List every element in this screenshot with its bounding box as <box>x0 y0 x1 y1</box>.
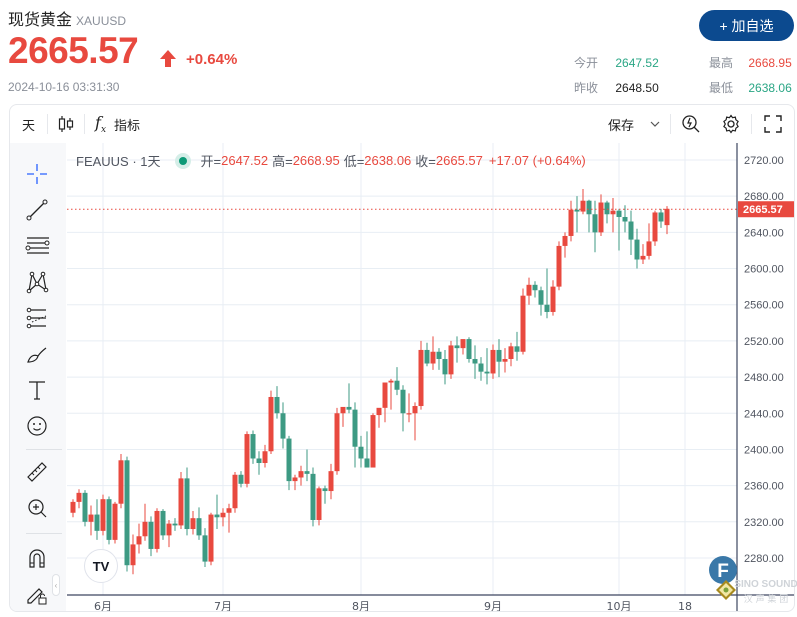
legend-symbol: FEAUUS · 1天 <box>76 154 161 169</box>
svg-text:2440.00: 2440.00 <box>744 408 784 420</box>
svg-text:2665.57: 2665.57 <box>743 204 783 216</box>
crosshair-tool[interactable] <box>24 161 50 187</box>
fib-tool[interactable] <box>24 305 50 331</box>
svg-text:2680.00: 2680.00 <box>744 191 784 203</box>
instrument-title: 现货黄金 XAUUSD <box>8 6 126 30</box>
svg-text:2520.00: 2520.00 <box>744 336 784 348</box>
toolbar-divider <box>26 449 62 450</box>
legend-open: 2647.52 <box>221 153 269 168</box>
svg-text:F: F <box>717 561 729 582</box>
svg-text:2280.00: 2280.00 <box>744 553 784 565</box>
magnet-tool[interactable] <box>24 545 50 571</box>
text-tool[interactable] <box>24 377 50 403</box>
smiley-icon <box>27 416 47 436</box>
svg-text:2400.00: 2400.00 <box>744 444 784 456</box>
instrument-symbol: XAUUSD <box>76 14 127 28</box>
svg-text:2720.00: 2720.00 <box>744 155 784 167</box>
chart-toolbar: 天 fx 指标 保存 <box>10 105 794 143</box>
gear-icon <box>723 114 739 134</box>
measure-tool[interactable] <box>24 459 50 485</box>
chart-panel: 天 fx 指标 保存 <box>9 104 795 612</box>
pattern-tool[interactable] <box>24 269 50 295</box>
brush-tool[interactable] <box>24 341 50 367</box>
svg-text:2560.00: 2560.00 <box>744 300 784 312</box>
stat-prev-close: 昨收 2648.50 <box>574 81 659 95</box>
tradingview-logo[interactable]: TV <box>84 549 118 583</box>
svg-text:8月: 8月 <box>352 600 370 612</box>
fibonacci-icon <box>26 307 47 329</box>
sino-sound-watermark: F SINO SOUND 汉 声 集 团 <box>700 556 797 612</box>
zoom-tool[interactable] <box>24 495 50 521</box>
chart-legend: FEAUUS · 1天 开= 2647.52 高= 2668.95 低= 2638.0… <box>76 152 586 169</box>
svg-text:2320.00: 2320.00 <box>744 517 784 529</box>
stat-high: 最高 2668.95 <box>709 56 792 70</box>
save-dropdown[interactable] <box>650 105 670 143</box>
fx-icon: fx <box>95 112 107 136</box>
change-percent: +0.64% <box>186 51 238 68</box>
legend-close: 2665.57 <box>435 153 483 168</box>
svg-text:9月: 9月 <box>484 600 502 612</box>
instrument-name: 现货黄金 <box>8 12 73 29</box>
legend-high: 2668.95 <box>292 153 340 168</box>
settings-button[interactable] <box>711 105 751 143</box>
legend-low: 2638.06 <box>364 153 412 168</box>
fullscreen-icon <box>764 115 782 133</box>
pencil-lock-icon <box>27 588 47 605</box>
svg-text:10月: 10月 <box>607 600 632 612</box>
add-to-watchlist-button[interactable]: + 加自选 <box>699 10 794 41</box>
ruler-icon <box>27 462 47 482</box>
svg-text:SINO SOUND: SINO SOUND <box>734 579 797 590</box>
quote-header: 现货黄金 XAUUSD 2665.57 +0.64% 2024-10-16 03:… <box>0 0 797 100</box>
interval-selector[interactable]: 天 <box>22 117 36 133</box>
indicators-label: 指标 <box>114 117 141 133</box>
toolbar-divider <box>670 114 671 134</box>
crosshair-icon <box>27 164 47 184</box>
parallel-lines-tool[interactable] <box>24 233 50 259</box>
lock-drawings-tool[interactable] <box>24 581 50 607</box>
svg-text:18: 18 <box>678 600 692 612</box>
stat-open: 今开 2647.52 <box>574 56 659 70</box>
svg-text:2640.00: 2640.00 <box>744 227 784 239</box>
last-price: 2665.57 <box>8 30 139 71</box>
fullscreen-button[interactable] <box>752 105 794 143</box>
emoji-tool[interactable] <box>24 413 50 439</box>
price-chart[interactable]: 2720.00 2680.00 2640.00 2600.00 2560.00 2520.… <box>67 143 795 612</box>
toolbar-divider <box>84 114 86 134</box>
save-button[interactable]: 保存 <box>607 117 634 133</box>
quick-search-icon <box>682 115 700 133</box>
quick-search-button[interactable] <box>671 105 711 143</box>
legend-change: +17.07 (+0.64%) <box>488 153 586 168</box>
drawing-toolbar <box>10 143 66 611</box>
brush-icon <box>27 347 47 363</box>
quote-timestamp: 2024-10-16 03:31:30 <box>8 80 120 94</box>
trend-line-tool[interactable] <box>24 197 50 223</box>
indicators-button[interactable]: fx 指标 <box>85 105 150 143</box>
svg-text:2480.00: 2480.00 <box>744 372 784 384</box>
svg-text:2600.00: 2600.00 <box>744 264 784 276</box>
toolbar-divider <box>751 114 752 134</box>
svg-text:7月: 7月 <box>214 600 232 612</box>
trend-line-icon <box>26 199 48 221</box>
stat-low: 最低 2638.06 <box>709 81 792 95</box>
magnet-icon <box>29 549 45 568</box>
market-status-icon <box>174 152 191 169</box>
candles-icon <box>58 116 74 132</box>
chevron-down-icon <box>650 121 660 127</box>
zoom-in-icon <box>28 499 47 518</box>
svg-text:6月: 6月 <box>94 600 112 612</box>
toolbar-divider <box>47 114 49 134</box>
toolbar-divider <box>26 533 62 534</box>
parallel-lines-icon <box>25 237 50 254</box>
candlestick-chart[interactable]: 2720.00 2680.00 2640.00 2600.00 2560.00 2520.… <box>67 143 795 612</box>
collapse-toolbar-button[interactable]: ‹ <box>52 574 60 596</box>
svg-text:2360.00: 2360.00 <box>744 481 784 493</box>
text-icon <box>29 381 45 400</box>
chart-type-button[interactable] <box>48 105 84 143</box>
svg-text:汉 声 集 团: 汉 声 集 团 <box>744 593 789 605</box>
xabcd-pattern-icon <box>26 271 49 294</box>
